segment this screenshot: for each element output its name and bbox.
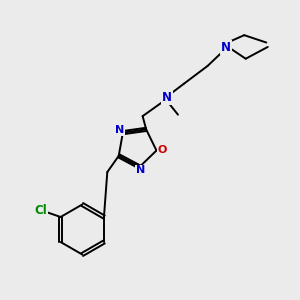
- Text: N: N: [136, 165, 145, 176]
- Text: Cl: Cl: [34, 204, 47, 217]
- Text: O: O: [158, 145, 167, 155]
- Text: N: N: [162, 92, 172, 104]
- Text: N: N: [221, 41, 231, 54]
- Text: N: N: [115, 125, 124, 135]
